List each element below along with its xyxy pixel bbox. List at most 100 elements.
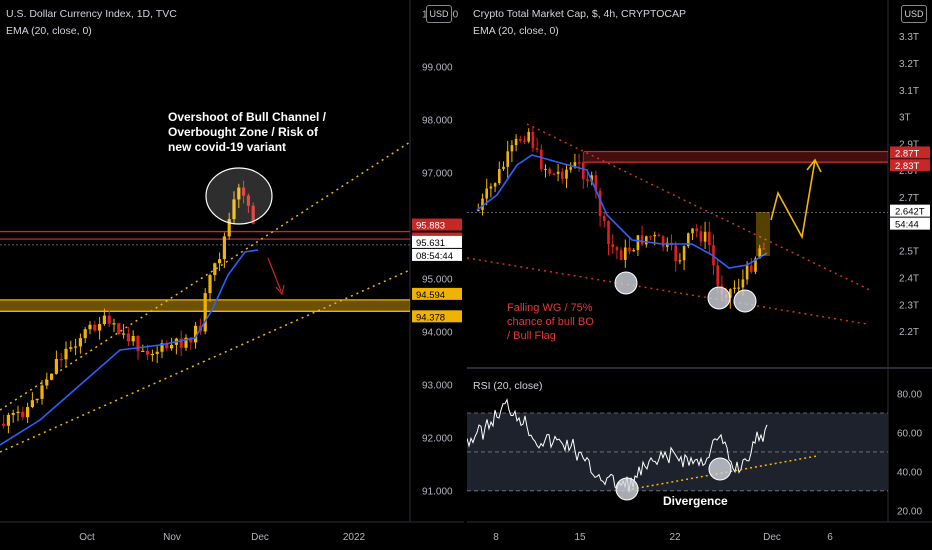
rsi-title: RSI (20, close) [473, 380, 543, 392]
rsi-divergence-marker [615, 477, 639, 501]
dxy-price-tag-bg [412, 218, 462, 231]
crypto-x-tick: Dec [763, 532, 781, 543]
dxy-price-tag-bg [412, 310, 462, 323]
crypto-candle [674, 245, 677, 262]
dxy-candle [141, 350, 145, 352]
crypto-y-tick: 2.9T [899, 139, 919, 150]
dxy-candle [222, 236, 226, 260]
crypto-candle [594, 175, 598, 191]
crypto-y-tick: 2.7T [899, 193, 919, 204]
dxy-chart[interactable]: 91.00092.00093.00094.00095.00096.00097.0… [0, 0, 464, 550]
crypto-candle [582, 162, 585, 180]
crypto-candle [552, 173, 556, 176]
crypto-annotation-line: / Bull Flag [507, 330, 556, 342]
dxy-title: U.S. Dollar Currency Index, 1D, TVC [6, 8, 177, 20]
dxy-candle [218, 259, 222, 264]
crypto-candle [653, 234, 656, 237]
dxy-y-tick: 97.000 [422, 168, 453, 179]
crypto-candle [628, 247, 631, 252]
crypto-chart-pane[interactable]: 2.2T2.3T2.4T2.5T2.6T2.7T2.8T2.9T3T3.1T3.… [467, 0, 932, 550]
crypto-candle [590, 175, 593, 182]
crypto-candle [678, 260, 682, 262]
dxy-down-arrowhead [275, 284, 285, 296]
crypto-candle [661, 236, 665, 247]
dxy-y-tick: 98.000 [422, 115, 453, 126]
dxy-annotation-line: Overshoot of Bull Channel / [168, 110, 327, 124]
crypto-x-tick: 6 [827, 532, 833, 543]
dxy-candle [11, 412, 15, 415]
crypto-price-tag-bg [890, 146, 930, 159]
dxy-price-tag: 08:54:44 [416, 251, 453, 262]
dxy-candle [184, 337, 188, 348]
dxy-x-tick: 2022 [343, 532, 366, 543]
crypto-candle [741, 279, 745, 288]
dxy-price-tag: 95.883 [416, 221, 445, 232]
dxy-candle [107, 315, 111, 324]
crypto-candle [548, 168, 551, 174]
crypto-candle [716, 265, 719, 286]
crypto-candle [691, 228, 694, 234]
dxy-candle [2, 423, 6, 426]
dxy-candle [26, 407, 30, 418]
crypto-breakout-box [756, 212, 770, 256]
crypto-candle [636, 235, 640, 251]
dxy-price-tag: 94.594 [416, 290, 445, 301]
crypto-candle [607, 221, 610, 245]
crypto-candle [493, 183, 497, 187]
crypto-candle [514, 138, 518, 146]
crypto-candle [632, 250, 635, 252]
crypto-candle [733, 287, 736, 290]
dxy-down-arrow [267, 257, 282, 292]
dxy-y-tick: 99.000 [422, 62, 453, 73]
dxy-y-tick: 95.000 [422, 274, 453, 285]
crypto-low-marker [614, 271, 638, 295]
crypto-candle [565, 169, 568, 179]
crypto-candle [745, 265, 749, 280]
crypto-projection-path [770, 159, 816, 240]
dxy-candle [170, 344, 174, 349]
crypto-price-tag: 54:44 [895, 220, 919, 231]
crypto-price-tag-bg [890, 217, 930, 230]
dxy-candle [30, 400, 34, 408]
rsi-y-tick: 20.00 [897, 506, 922, 517]
crypto-y-tick: 3T [899, 113, 911, 124]
crypto-candle [561, 171, 564, 179]
crypto-candle [687, 233, 690, 247]
dxy-candle [227, 219, 231, 237]
dxy-candle [131, 335, 135, 342]
dxy-currency-button[interactable]: USD [426, 5, 452, 23]
rsi-divergence-label: Divergence [663, 494, 728, 508]
dxy-candle [146, 350, 150, 355]
crypto-candle [506, 151, 509, 167]
crypto-chart[interactable]: 2.2T2.3T2.4T2.5T2.6T2.7T2.8T2.9T3T3.1T3.… [467, 0, 932, 550]
crypto-candle [699, 231, 703, 242]
dxy-x-tick: Dec [251, 532, 269, 543]
dxy-price-tag: 95.631 [416, 238, 445, 249]
dxy-overshoot-circle [205, 167, 273, 225]
dxy-candle [35, 398, 39, 401]
dxy-candle [16, 411, 20, 414]
crypto-candle [531, 131, 535, 149]
dxy-x-tick: Nov [163, 532, 181, 543]
dxy-channel-lower [0, 269, 411, 453]
dxy-candle [203, 293, 207, 332]
dxy-candle [179, 338, 183, 348]
crypto-candle [657, 234, 661, 237]
crypto-candle [762, 248, 766, 250]
dxy-chart-pane[interactable]: 91.00092.00093.00094.00095.00096.00097.0… [0, 0, 464, 550]
crypto-price-tag-bg [890, 204, 930, 217]
crypto-ema-line [476, 154, 768, 269]
dxy-candle [21, 411, 25, 418]
dxy-candle [59, 359, 63, 361]
dxy-candle [122, 333, 126, 335]
crypto-candle [502, 166, 505, 170]
crypto-candle [485, 188, 488, 199]
crypto-y-tick: 2.3T [899, 300, 919, 311]
crypto-currency-button[interactable]: USD [901, 5, 927, 23]
dxy-price-tag-bg [412, 248, 462, 261]
dxy-candle [93, 324, 97, 331]
crypto-candle [708, 231, 711, 245]
dxy-candle [242, 187, 246, 196]
dxy-candle [54, 359, 58, 374]
rsi-divergence-marker [708, 457, 732, 481]
